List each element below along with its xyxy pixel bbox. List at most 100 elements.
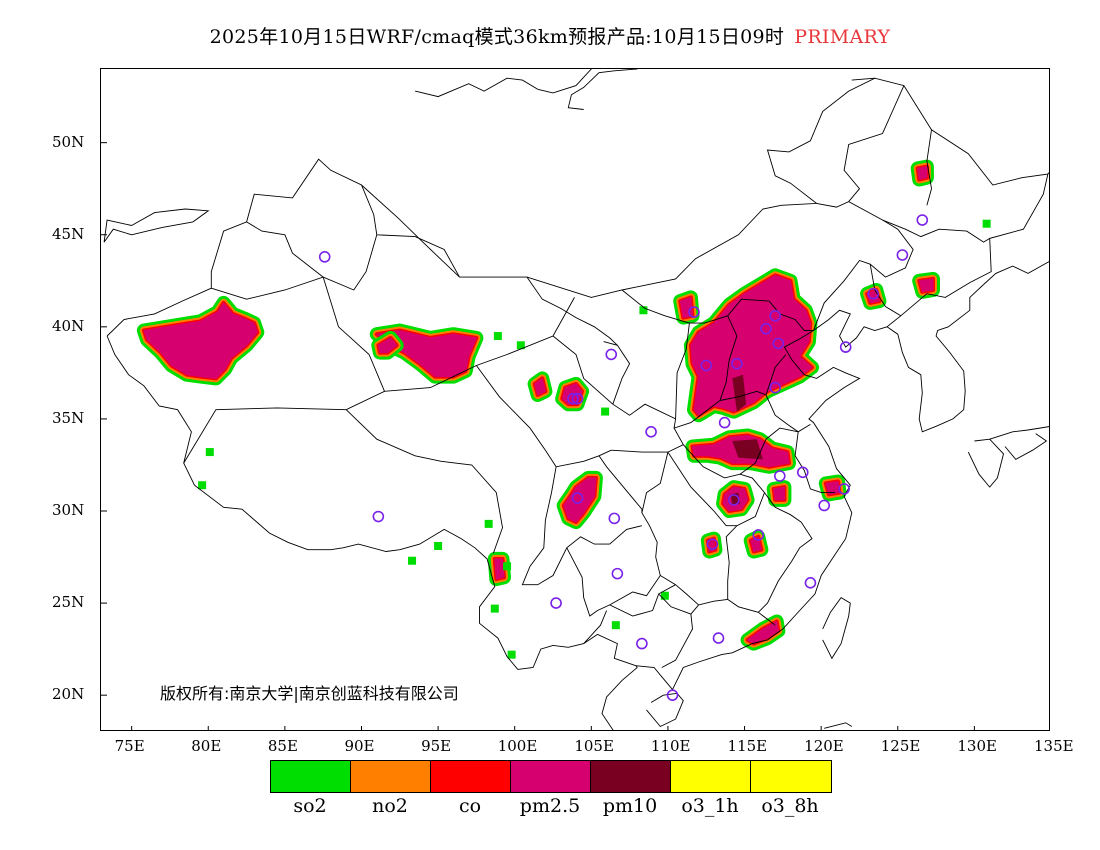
station-marker: [772, 337, 785, 350]
x-tick-label: 130E: [957, 737, 997, 755]
station-marker: [318, 251, 331, 263]
border-line: [869, 264, 902, 317]
pollution-region-sichuan-basin: [556, 470, 603, 530]
region-core-pm25: [563, 477, 597, 523]
border-line: [882, 219, 990, 243]
station-marker: [372, 510, 385, 523]
y-tick-label: 30N: [52, 501, 85, 519]
coastline: [983, 261, 1049, 285]
border-line: [661, 614, 693, 668]
coastline: [886, 284, 984, 433]
speck-so2: [408, 556, 417, 565]
border-line: [682, 444, 802, 523]
speck-so2: [516, 341, 525, 350]
border-line: [635, 309, 888, 691]
station-marker: [867, 287, 880, 300]
border-line: [843, 85, 905, 202]
border-line: [794, 431, 835, 494]
legend-swatch-o31h: [671, 761, 751, 792]
y-tick-label: 20N: [52, 685, 85, 704]
y-tick-label: 40N: [52, 316, 85, 335]
map-canvas: [101, 69, 1049, 730]
pollution-region-shanghai: [818, 474, 847, 502]
region-core-pm25: [690, 274, 813, 416]
station-marker: [700, 359, 713, 372]
legend-swatch-co: [431, 761, 511, 792]
x-tick-label: 115E: [727, 737, 768, 755]
legend-label: o3_1h: [681, 795, 739, 817]
border-line: [583, 610, 608, 644]
legend-label: pm2.5: [519, 795, 581, 817]
legend-swatch-pm10: [591, 761, 671, 792]
station-marker: [550, 597, 562, 609]
coastline: [824, 722, 853, 729]
border-line: [246, 221, 324, 278]
speck-so2: [660, 591, 669, 600]
border-line: [667, 451, 737, 527]
x-tick-label: 110E: [650, 737, 691, 755]
station-marker: [712, 632, 725, 644]
speck-so2: [205, 448, 214, 457]
pollution-region-hubei: [716, 480, 755, 518]
pollution-region-shenyang: [860, 283, 887, 310]
x-tick-label: 95E: [421, 737, 452, 755]
station-marker: [571, 392, 584, 405]
region-core-pm10: [732, 374, 747, 412]
y-tick-label: 45N: [52, 224, 85, 243]
x-tick-label: 125E: [880, 737, 921, 755]
border-line: [521, 466, 643, 586]
border-line: [739, 427, 799, 475]
border-line: [552, 335, 677, 429]
station-marker: [718, 416, 731, 429]
region-core-pm25: [377, 337, 398, 354]
border-line: [566, 547, 661, 617]
station-marker: [666, 689, 679, 701]
legend-swatch-o38h: [751, 761, 831, 792]
y-tick-label: 25N: [52, 593, 85, 612]
border-line: [345, 409, 503, 554]
x-tick-label: 85E: [267, 737, 298, 755]
legend-labels: so2 no2 co pm2.5 pm10 o3_1h o3_8h: [270, 795, 830, 817]
y-tick-label: 50N: [52, 132, 85, 151]
border-line: [183, 390, 385, 464]
y-tick-label: 35N: [52, 408, 85, 427]
border-line: [611, 422, 692, 453]
x-tick-label: 90E: [344, 737, 375, 755]
station-marker: [728, 494, 740, 506]
legend-label: so2: [293, 795, 327, 817]
border-line: [621, 289, 690, 324]
region-core-pm25: [773, 486, 785, 501]
legend-colorbar: [270, 760, 832, 793]
border-line: [211, 234, 378, 300]
border-line: [526, 276, 618, 346]
coastline: [635, 665, 638, 668]
region-core-pm10: [732, 439, 763, 460]
border-line: [641, 451, 728, 606]
x-tick-label: 105E: [574, 737, 614, 755]
pollution-region-anhui-east: [766, 480, 792, 507]
border-line: [609, 584, 676, 617]
speck-so2: [490, 604, 499, 613]
border-line: [719, 390, 811, 433]
coastline: [1004, 433, 1048, 460]
pollution-region-jiangxi: [743, 529, 769, 559]
speck-so2: [601, 407, 610, 416]
border-line: [106, 335, 636, 670]
map-frame: [100, 68, 1050, 731]
coastline: [601, 667, 638, 730]
coastline: [537, 69, 592, 94]
border-line: [603, 341, 631, 405]
region-core-pm25: [494, 558, 505, 580]
pollution-region-hexi: [371, 330, 404, 360]
station-marker: [636, 637, 648, 650]
station-marker: [688, 306, 700, 318]
copyright-text: 版权所有:南京大学|南京创蓝科技有限公司: [160, 684, 459, 703]
station-marker: [571, 492, 584, 504]
station-marker: [818, 499, 831, 512]
border-line: [765, 354, 787, 396]
x-tick-label: 80E: [191, 737, 222, 755]
pollution-region-yunnan-south: [487, 551, 511, 587]
speck-so2: [484, 519, 493, 528]
station-marker: [839, 341, 852, 353]
station-marker: [769, 309, 781, 322]
